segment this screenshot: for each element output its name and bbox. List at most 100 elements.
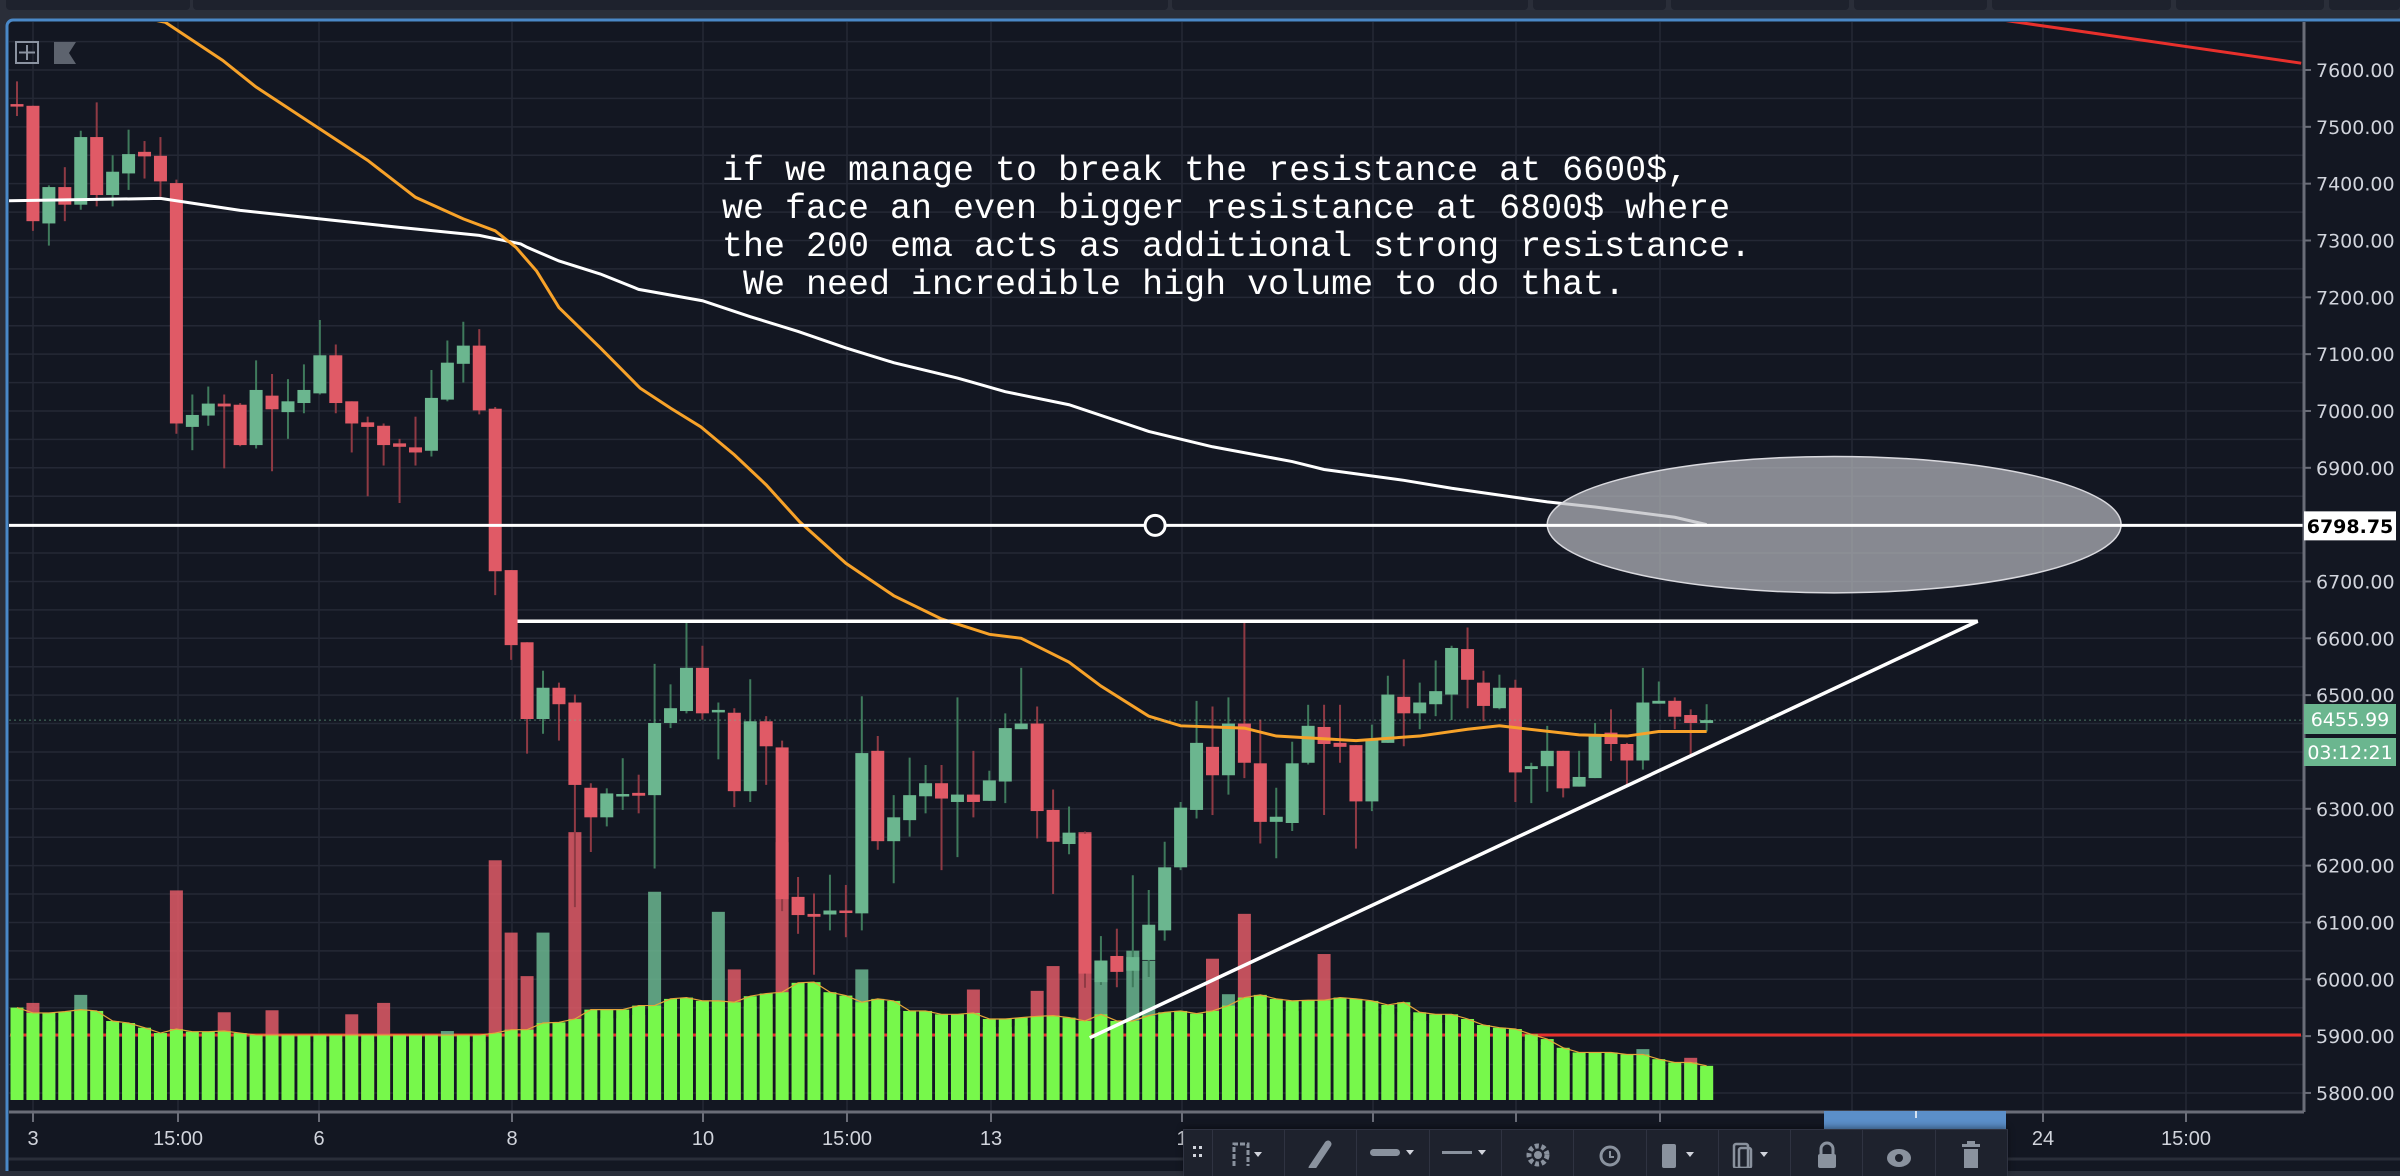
candle [1094,936,1108,985]
triangle-drawing[interactable] [517,619,1979,1040]
drag-handle[interactable] [1184,1130,1213,1176]
candle [440,340,454,402]
candle [138,141,152,179]
delete-button[interactable] [1936,1130,2007,1176]
volume-ma-bar [791,982,805,1100]
candle [1301,704,1315,765]
candle-body [1445,647,1459,695]
volume-ma-bar [249,1035,263,1100]
volume-ma-bar [153,1033,167,1100]
price-tick-label: 5800.00 [2316,1083,2395,1105]
candle [759,716,773,785]
candle-body [1110,955,1124,972]
line-width-dropdown-button[interactable] [1357,1130,1430,1176]
volume-ma-bar [281,1035,295,1100]
candle [520,642,534,754]
pencil-icon [1308,1140,1332,1168]
volume-ma-bar [1333,997,1347,1100]
candle [329,344,343,414]
candle-body [265,395,279,410]
candle-body [1556,750,1570,789]
volume-ma-bar [807,982,821,1100]
volume-ma-bar [1476,1025,1490,1100]
candle-body [1397,696,1411,714]
candle [1572,750,1586,787]
lock-button[interactable] [1791,1130,1864,1176]
candle [1158,841,1172,941]
volume-ma-bar [871,998,885,1100]
candle [1492,674,1506,710]
line-style-dropdown-button[interactable] [1430,1130,1502,1176]
candle [1429,660,1443,717]
price-axis[interactable]: 7600.00 7500.00 7400.00 7300.00 7200.00 7100.… [2304,60,2396,1105]
clone-dropdown-button[interactable] [1719,1130,1792,1176]
candle-body [138,151,152,157]
volume-ma-bar [472,1035,486,1100]
time-tick-label: 6 [313,1128,324,1150]
drawings[interactable] [9,18,2303,1040]
drag-handle-icon [1192,1146,1202,1157]
red-trendline[interactable] [1990,18,2302,65]
candle [169,179,183,434]
template-dropdown-button[interactable] [1647,1130,1719,1176]
ema-fast-line[interactable] [121,13,1707,743]
visibility-button[interactable] [1863,1130,1936,1176]
candle-body [409,447,422,453]
line-style-dropdown-icon [1442,1150,1487,1155]
candle-body [313,355,327,394]
candle [679,621,693,714]
candle [1588,722,1602,779]
flag-icon[interactable] [54,42,76,64]
candle-body [1046,809,1060,842]
alert-button[interactable] [1574,1130,1647,1176]
horizontal-line-price-label-box [2304,511,2396,541]
top-panel [1992,0,2171,10]
select-dropdown-button[interactable] [1213,1130,1286,1176]
volume-ma-bar [122,1022,136,1100]
volume-ma-bar [1014,1017,1028,1100]
time-tick-label: 8 [506,1128,517,1150]
candle [185,394,199,451]
volume-ma-bar [1524,1034,1538,1100]
volume-ma-bar [377,1035,391,1100]
candle [1030,706,1044,839]
candle-body [568,702,582,785]
volume-ma-bar [679,997,693,1100]
volume-ma-bar [775,992,789,1100]
volume-ma-bar [26,1012,40,1100]
volume-ma-bar [919,1010,933,1100]
candle-body [950,794,964,802]
line-handle[interactable] [1143,513,1167,537]
candle [90,102,104,207]
volume-ma-bar [1349,998,1363,1100]
crosshair-toggle-icon[interactable] [15,41,39,64]
chart-frame [5,18,2400,1171]
volume-ma-bar [424,1035,438,1100]
candle-body [1604,732,1618,745]
annotation-text[interactable]: if we manage to break the resistance at … [722,151,1751,305]
pencil-button[interactable] [1285,1130,1358,1176]
settings-button[interactable] [1502,1130,1575,1176]
candle [791,876,805,934]
volume-ma-bar [1237,997,1251,1100]
ema-200-line[interactable] [9,196,1707,527]
volume-ma-bar [440,1035,454,1100]
volume-ma-bar [106,1020,120,1100]
candle [1508,679,1522,802]
candle [1237,619,1251,779]
volume-ma-bar [504,1029,518,1100]
candle [1445,645,1459,721]
candle-body [249,389,263,446]
candle-body [775,747,789,900]
candle-body [1652,700,1666,704]
candle-body [440,362,454,400]
candle-body [711,709,725,713]
candle-body [153,155,167,182]
price-tick-label: 7100.00 [2316,344,2395,366]
volume-ma-bar [1142,1015,1156,1100]
candle-body [504,570,518,646]
candle [695,645,709,720]
candle-body [217,403,231,407]
candle-body [424,397,438,451]
